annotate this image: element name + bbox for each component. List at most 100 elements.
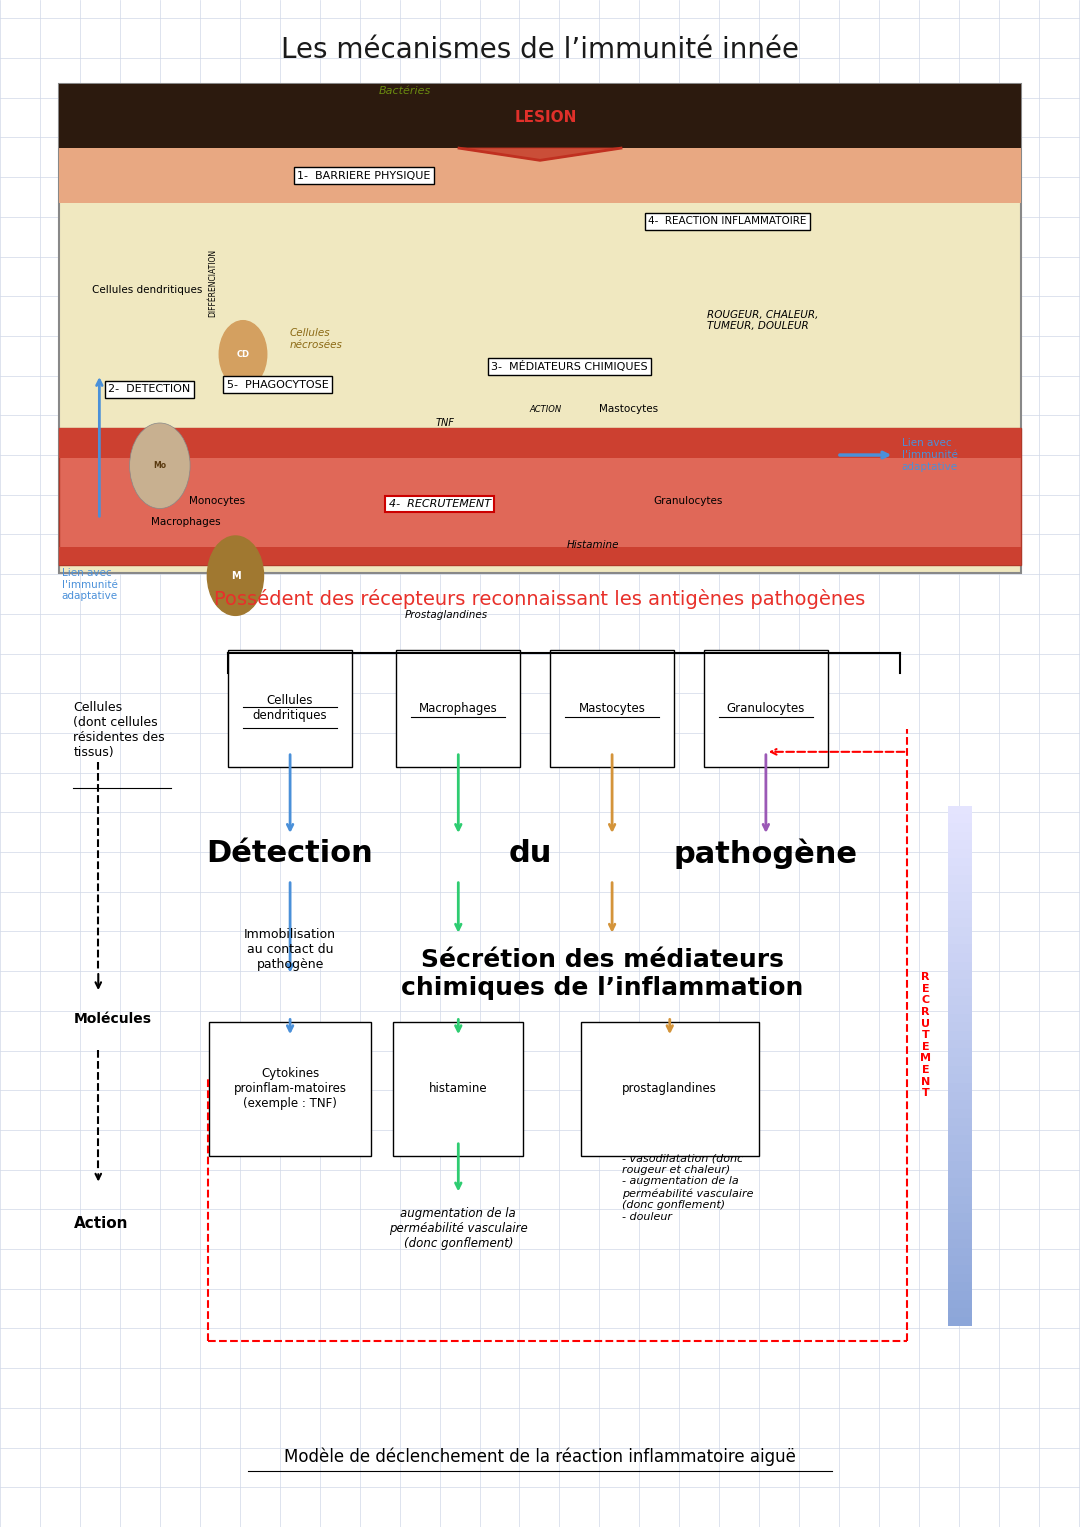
Bar bbox=[948, 1292, 972, 1299]
Bar bbox=[948, 1238, 972, 1248]
Text: Sécrétion des médiateurs
chimiques de l’inflammation: Sécrétion des médiateurs chimiques de l’… bbox=[402, 948, 804, 1000]
Bar bbox=[948, 1299, 972, 1309]
Bar bbox=[948, 806, 972, 814]
Bar bbox=[948, 1118, 972, 1127]
FancyBboxPatch shape bbox=[228, 649, 352, 767]
Text: Mastocytes: Mastocytes bbox=[579, 702, 646, 715]
Text: Lien avec
l'immunité
adaptative: Lien avec l'immunité adaptative bbox=[62, 568, 118, 602]
Text: ROUGEUR, CHALEUR,
TUMEUR, DOULEUR: ROUGEUR, CHALEUR, TUMEUR, DOULEUR bbox=[707, 310, 819, 331]
Text: histamine: histamine bbox=[429, 1083, 487, 1095]
Bar bbox=[948, 1318, 972, 1325]
Bar bbox=[948, 1144, 972, 1153]
Text: 1-  BARRIERE PHYSIQUE: 1- BARRIERE PHYSIQUE bbox=[297, 171, 430, 180]
Text: Mastocytes: Mastocytes bbox=[599, 405, 659, 414]
Text: Modèle de déclenchement de la réaction inflammatoire aiguë: Modèle de déclenchement de la réaction i… bbox=[284, 1448, 796, 1466]
Text: Cytokines
proinflam­matoires
(exemple : TNF): Cytokines proinflam­matoires (exemple : … bbox=[233, 1067, 347, 1110]
Text: Cellules
nécrosées: Cellules nécrosées bbox=[289, 328, 342, 350]
Text: Cellules
dendritiques: Cellules dendritiques bbox=[253, 695, 327, 722]
Bar bbox=[948, 1092, 972, 1101]
Text: 4-  RECRUTEMENT: 4- RECRUTEMENT bbox=[389, 499, 490, 508]
Bar bbox=[948, 1066, 972, 1075]
Bar bbox=[948, 1248, 972, 1257]
Text: Immobilisation
au contact du
pathogène: Immobilisation au contact du pathogène bbox=[244, 928, 336, 971]
FancyBboxPatch shape bbox=[59, 148, 1021, 203]
Text: Histamine: Histamine bbox=[567, 541, 620, 550]
Bar bbox=[948, 866, 972, 875]
Bar bbox=[948, 1109, 972, 1118]
FancyBboxPatch shape bbox=[59, 84, 1021, 148]
Bar bbox=[948, 840, 972, 849]
Bar bbox=[948, 832, 972, 840]
Bar bbox=[948, 962, 972, 970]
Bar bbox=[948, 910, 972, 918]
Bar bbox=[948, 1161, 972, 1170]
FancyBboxPatch shape bbox=[550, 649, 674, 767]
Text: augmentation de la
perméabilité vasculaire
(donc gonflement): augmentation de la perméabilité vasculai… bbox=[389, 1206, 528, 1249]
Bar bbox=[948, 1179, 972, 1186]
Circle shape bbox=[207, 536, 264, 615]
Bar bbox=[948, 1005, 972, 1014]
Text: - vasodilatation (donc
rougeur et chaleur)
- augmentation de la
perméabilité vas: - vasodilatation (donc rougeur et chaleu… bbox=[622, 1153, 753, 1222]
Bar bbox=[948, 892, 972, 901]
Bar bbox=[948, 875, 972, 884]
Bar bbox=[948, 970, 972, 979]
Text: TNF: TNF bbox=[435, 418, 454, 428]
Text: Granulocytes: Granulocytes bbox=[653, 496, 723, 505]
Bar bbox=[948, 1083, 972, 1092]
Text: pathogène: pathogène bbox=[674, 838, 858, 869]
Bar bbox=[948, 1031, 972, 1040]
Bar bbox=[948, 944, 972, 953]
Bar bbox=[948, 1222, 972, 1231]
Bar bbox=[948, 823, 972, 832]
Bar bbox=[948, 1101, 972, 1109]
Text: 5-  PHAGOCYTOSE: 5- PHAGOCYTOSE bbox=[227, 380, 328, 389]
Bar bbox=[948, 1153, 972, 1161]
Text: Cellules
(dont cellules
résidentes des
tissus): Cellules (dont cellules résidentes des t… bbox=[73, 701, 165, 759]
Bar bbox=[948, 1283, 972, 1292]
Circle shape bbox=[219, 321, 267, 388]
Bar bbox=[948, 1023, 972, 1031]
Text: Possédent des récepteurs reconnaissant les antigènes pathogènes: Possédent des récepteurs reconnaissant l… bbox=[214, 588, 866, 609]
Bar bbox=[948, 979, 972, 988]
Bar bbox=[948, 1196, 972, 1205]
Text: ACTION: ACTION bbox=[529, 405, 562, 414]
Text: prostaglandines: prostaglandines bbox=[622, 1083, 717, 1095]
Bar bbox=[948, 849, 972, 858]
Bar bbox=[948, 1186, 972, 1196]
Bar bbox=[948, 1049, 972, 1057]
Bar bbox=[948, 1309, 972, 1318]
Bar bbox=[948, 1014, 972, 1023]
Bar bbox=[948, 927, 972, 936]
FancyBboxPatch shape bbox=[581, 1022, 759, 1156]
Text: Prostaglandines: Prostaglandines bbox=[405, 611, 488, 620]
Text: LESION: LESION bbox=[514, 110, 577, 125]
Text: Mo: Mo bbox=[153, 461, 166, 470]
Text: Granulocytes: Granulocytes bbox=[727, 702, 805, 715]
Bar bbox=[948, 1266, 972, 1274]
Text: Molécules: Molécules bbox=[73, 1012, 151, 1026]
Bar bbox=[948, 1075, 972, 1083]
Text: Monocytes: Monocytes bbox=[189, 496, 245, 505]
Bar bbox=[948, 1231, 972, 1238]
Bar bbox=[948, 1057, 972, 1066]
Text: R
E
C
R
U
T
E
M
E
N
T: R E C R U T E M E N T bbox=[920, 973, 931, 1098]
Bar bbox=[948, 953, 972, 962]
FancyBboxPatch shape bbox=[704, 649, 828, 767]
Circle shape bbox=[130, 423, 190, 508]
Text: 4-  REACTION INFLAMMATOIRE: 4- REACTION INFLAMMATOIRE bbox=[648, 217, 807, 226]
Text: 3-  MÉDIATEURS CHIMIQUES: 3- MÉDIATEURS CHIMIQUES bbox=[491, 360, 648, 373]
Bar bbox=[948, 1212, 972, 1222]
Text: du: du bbox=[509, 840, 552, 869]
Text: M: M bbox=[231, 571, 240, 580]
Bar bbox=[948, 1040, 972, 1049]
Bar bbox=[948, 1135, 972, 1144]
Bar bbox=[948, 1274, 972, 1283]
Bar bbox=[948, 1205, 972, 1212]
Text: 2-  DETECTION: 2- DETECTION bbox=[108, 385, 190, 394]
Text: Macrophages: Macrophages bbox=[151, 518, 220, 527]
Bar bbox=[948, 1170, 972, 1179]
FancyBboxPatch shape bbox=[393, 1022, 523, 1156]
Bar bbox=[948, 918, 972, 927]
Text: Les mécanismes de l’immunité innée: Les mécanismes de l’immunité innée bbox=[281, 37, 799, 64]
Bar bbox=[948, 858, 972, 866]
